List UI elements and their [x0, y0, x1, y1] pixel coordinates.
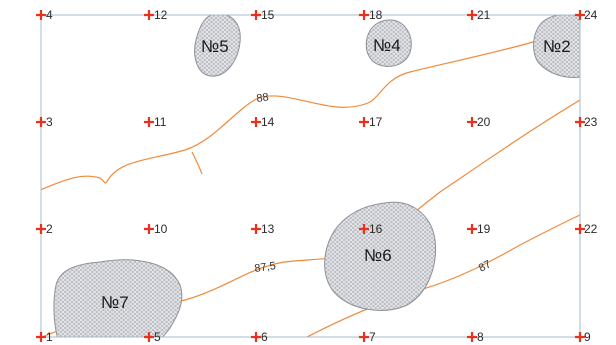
survey-point-cross-icon	[575, 117, 585, 127]
contour-label-87: 87	[477, 258, 493, 274]
survey-point-cross-icon	[36, 117, 46, 127]
survey-point-cross-icon	[467, 224, 477, 234]
survey-point-cross-icon	[251, 224, 261, 234]
survey-point-cross-icon	[251, 10, 261, 20]
contour-line-87	[305, 214, 580, 337]
survey-point-label: 10	[154, 222, 168, 236]
zone-6-label: №6	[364, 246, 392, 265]
survey-point-9: 9	[575, 330, 591, 344]
survey-point-label: 8	[477, 330, 484, 344]
survey-point-13: 13	[251, 222, 275, 236]
survey-point-cross-icon	[467, 117, 477, 127]
survey-point-22: 22	[575, 222, 598, 236]
survey-point-cross-icon	[144, 332, 154, 342]
survey-point-17: 17	[359, 115, 383, 129]
survey-point-23: 23	[575, 115, 598, 129]
survey-point-label: 11	[154, 115, 167, 129]
survey-point-cross-icon	[359, 224, 369, 234]
survey-point-7: 7	[359, 330, 376, 344]
zone-4-label: №4	[373, 36, 401, 55]
survey-point-24: 24	[575, 8, 598, 22]
survey-point-label: 24	[584, 8, 598, 22]
contour-label-87-5: 87,5	[254, 260, 277, 275]
zone-2-label: №2	[543, 37, 571, 56]
survey-point-16: 16	[359, 222, 383, 236]
survey-point-cross-icon	[251, 117, 261, 127]
survey-point-label: 16	[369, 222, 383, 236]
survey-point-label: 14	[261, 115, 275, 129]
survey-point-label: 17	[369, 115, 383, 129]
survey-point-label: 5	[154, 330, 161, 344]
survey-point-label: 3	[46, 115, 53, 129]
survey-point-label: 9	[584, 330, 591, 344]
survey-point-label: 12	[154, 8, 168, 22]
survey-point-label: 22	[584, 222, 598, 236]
zone-5-area	[194, 15, 241, 77]
contour-branch	[191, 151, 203, 175]
survey-point-label: 7	[369, 330, 376, 344]
survey-point-cross-icon	[144, 224, 154, 234]
survey-point-6: 6	[251, 330, 268, 344]
survey-point-label: 18	[369, 8, 383, 22]
survey-point-20: 20	[467, 115, 491, 129]
survey-point-5: 5	[144, 330, 161, 344]
survey-point-8: 8	[467, 330, 484, 344]
survey-point-label: 23	[584, 115, 598, 129]
survey-point-4: 4	[36, 8, 53, 22]
zone-5-label: №5	[201, 37, 229, 56]
survey-point-cross-icon	[467, 332, 477, 342]
survey-point-2: 2	[36, 222, 53, 236]
survey-point-19: 19	[467, 222, 491, 236]
survey-point-cross-icon	[251, 332, 261, 342]
survey-point-cross-icon	[467, 10, 477, 20]
survey-point-label: 21	[477, 8, 491, 22]
survey-point-cross-icon	[144, 117, 154, 127]
contour-label-88: 88	[256, 91, 270, 105]
survey-point-cross-icon	[36, 332, 46, 342]
contour-line-88	[41, 34, 580, 191]
survey-point-label: 15	[261, 8, 275, 22]
survey-point-cross-icon	[575, 224, 585, 234]
survey-point-1: 1	[36, 330, 53, 344]
survey-point-3: 3	[36, 115, 53, 129]
zone-7-area	[53, 259, 183, 337]
survey-point-cross-icon	[36, 224, 46, 234]
survey-point-cross-icon	[36, 10, 46, 20]
survey-point-cross-icon	[359, 117, 369, 127]
survey-point-label: 20	[477, 115, 491, 129]
zone-2-area	[533, 15, 580, 78]
zone-6-area	[324, 201, 437, 311]
survey-point-21: 21	[467, 8, 491, 22]
survey-point-label: 6	[261, 330, 268, 344]
survey-point-cross-icon	[575, 332, 585, 342]
survey-point-14: 14	[251, 115, 275, 129]
survey-point-label: 19	[477, 222, 491, 236]
survey-point-label: 2	[46, 222, 53, 236]
zone-4-area	[365, 19, 412, 67]
survey-point-18: 18	[359, 8, 383, 22]
survey-point-cross-icon	[575, 10, 585, 20]
survey-point-label: 4	[46, 8, 53, 22]
survey-point-cross-icon	[359, 332, 369, 342]
survey-point-cross-icon	[359, 10, 369, 20]
survey-point-10: 10	[144, 222, 168, 236]
map-frame	[40, 14, 581, 338]
zone-7-label: №7	[101, 293, 129, 312]
survey-point-label: 13	[261, 222, 275, 236]
survey-point-cross-icon	[144, 10, 154, 20]
survey-point-12: 12	[144, 8, 168, 22]
survey-point-label: 1	[46, 330, 53, 344]
survey-point-11: 11	[144, 115, 167, 129]
survey-point-15: 15	[251, 8, 275, 22]
